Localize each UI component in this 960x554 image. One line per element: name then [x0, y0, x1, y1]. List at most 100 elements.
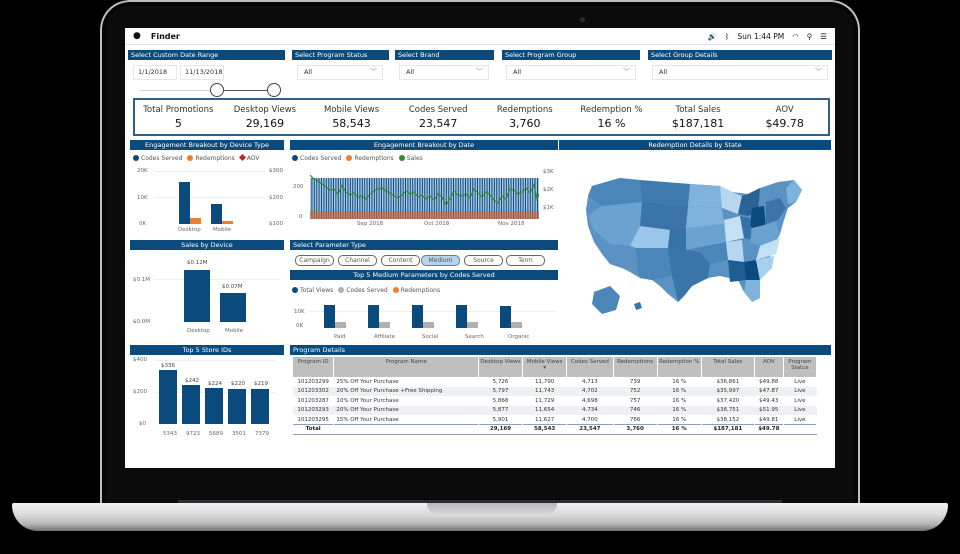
bar-store-9723[interactable]: [182, 385, 200, 424]
date-chart-legend: Codes Served Redemptions Sales: [292, 155, 423, 162]
bar-store-5343[interactable]: [159, 370, 177, 424]
legend-redemptions[interactable]: Redemptions: [392, 287, 440, 294]
medium-chart-plot: [308, 305, 556, 328]
table-row[interactable]: 101203295 15% Off Your Purchase 5,901 11,62…: [293, 415, 817, 425]
param-content-button[interactable]: Content: [381, 255, 420, 266]
col-mobile-views[interactable]: Mobile Views ▾: [522, 357, 568, 377]
param-source-button[interactable]: Source: [464, 255, 503, 266]
bluetooth-icon[interactable]: ᛒ: [724, 31, 730, 41]
bar-value-label: $224: [208, 381, 222, 387]
clock[interactable]: Sun 1:44 PM: [737, 31, 785, 41]
legend-redemptions[interactable]: Redemptions: [187, 155, 235, 162]
camera: [580, 17, 585, 22]
bar-organic-codes[interactable]: [511, 322, 522, 328]
col-redemptions[interactable]: Redemptions: [613, 357, 658, 377]
end-date-input[interactable]: 11/13/2018: [180, 65, 224, 80]
y2-axis-label: $200: [269, 195, 283, 201]
y-axis-label: 20K: [137, 168, 148, 174]
param-campaign-button[interactable]: Campaign: [295, 255, 334, 266]
laptop-base: [12, 503, 948, 531]
date-slider-start-handle[interactable]: [210, 83, 224, 97]
y-axis-label: $200: [133, 389, 147, 395]
table-total-row: Total 29,169 58,543 23,547 3,760 16 % $187,181…: [293, 424, 817, 435]
col-program-id[interactable]: Program ID: [293, 357, 335, 377]
x-axis-label: Desktop: [187, 328, 210, 334]
legend-sales[interactable]: Sales: [398, 155, 423, 162]
col-program-name[interactable]: Program Name: [333, 357, 479, 377]
bar-store-3501[interactable]: [228, 389, 246, 424]
medium-chart-legend: Total Views Codes Served Redemptions: [292, 287, 440, 294]
bar-affiliate-codes[interactable]: [379, 322, 390, 328]
kpi-mobile-views: Mobile Views 58,543: [323, 105, 380, 130]
y-axis-label: 200: [293, 184, 304, 190]
wifi-icon[interactable]: ◠: [792, 31, 799, 41]
table-row[interactable]: 101203293 20% Off Your Purchase 5,877 11,65…: [293, 405, 817, 415]
bar-desktop-redemptions[interactable]: [190, 218, 201, 224]
col-codes-served[interactable]: Codes Served: [566, 357, 614, 377]
param-medium-button[interactable]: Medium: [421, 255, 460, 266]
bar-store-7379[interactable]: [251, 389, 269, 424]
program-group-dropdown[interactable]: All ﹀: [506, 65, 636, 80]
x-axis-label: Organic: [508, 334, 530, 340]
notification-list-icon[interactable]: ☰: [820, 31, 827, 41]
kpi-total-sales: Total Sales $187,181: [671, 105, 725, 130]
x-axis-label: Mobile: [225, 328, 244, 334]
apple-menu-icon[interactable]: ●: [133, 31, 141, 41]
table-row[interactable]: 101203287 10% Off Your Purchase 5,868 11,72…: [293, 396, 817, 406]
bar-desktop-codes[interactable]: [179, 182, 190, 224]
y-axis-label: 0K: [139, 221, 147, 227]
legend-redemptions[interactable]: Redemptions: [346, 155, 394, 162]
bar-mobile-sales[interactable]: [220, 293, 246, 322]
y-axis-label: 0K: [296, 323, 304, 329]
start-date-input[interactable]: 1/1/2018: [133, 65, 177, 80]
bar-organic-views[interactable]: [500, 306, 511, 328]
bar-paid-views[interactable]: [324, 305, 335, 328]
col-desktop-views[interactable]: Desktop Views: [478, 357, 524, 377]
param-channel-button[interactable]: Channel: [338, 255, 377, 266]
legend-codes-served[interactable]: Codes Served: [292, 155, 341, 162]
table-row[interactable]: 101203299 25% Off Your Purchase 5,726 11,79…: [293, 377, 817, 387]
bar-paid-codes[interactable]: [335, 322, 346, 328]
bar-store-5689[interactable]: [205, 388, 223, 424]
bar-social-views[interactable]: [412, 305, 423, 328]
table-row[interactable]: 101203302 20% Off Your Purchase +Free Shi…: [293, 386, 817, 396]
col-aov[interactable]: AOV: [754, 357, 784, 377]
legend-codes-served[interactable]: Codes Served: [338, 287, 388, 294]
bar-affiliate-views[interactable]: [368, 305, 379, 328]
app-name[interactable]: Finder: [150, 31, 180, 41]
kpi-desktop-views: Desktop Views 29,169: [233, 105, 297, 130]
us-map[interactable]: [580, 168, 815, 328]
brand-dropdown[interactable]: All ﹀: [399, 65, 489, 80]
bar-search-views[interactable]: [456, 305, 467, 328]
sales-device-title: Sales by Device: [130, 240, 284, 250]
date-slider-range: [217, 90, 273, 91]
col-program-status[interactable]: Program Status: [783, 357, 818, 377]
device-chart-plot: [155, 171, 265, 224]
program-status-dropdown[interactable]: All ﹀: [297, 65, 383, 80]
bar-search-codes[interactable]: [467, 322, 478, 328]
y-axis-label: $0.0M: [133, 319, 150, 325]
y2-axis-label: $2K: [543, 187, 554, 193]
medium-chart-title: Top 5 Medium Parameters by Codes Served: [290, 270, 558, 280]
legend-aov[interactable]: AOV: [238, 153, 260, 162]
group-details-dropdown[interactable]: All ﹀: [652, 65, 828, 80]
volume-icon[interactable]: 🔊: [707, 31, 717, 41]
date-slider-end-handle[interactable]: [267, 83, 281, 97]
col-redemption-pct[interactable]: Redemption %: [657, 357, 702, 377]
legend-codes-served[interactable]: Codes Served: [133, 155, 182, 162]
x-axis-label: Affiliate: [374, 334, 396, 340]
bar-mobile-redemptions[interactable]: [222, 221, 233, 224]
bar-social-codes[interactable]: [423, 322, 434, 328]
date-chart-title: Engagement Breakout by Date: [290, 140, 558, 150]
bar-desktop-sales[interactable]: [184, 270, 210, 322]
x-axis-label: Social: [422, 334, 439, 340]
bar-mobile-codes[interactable]: [211, 204, 222, 224]
group-details-value: All: [659, 68, 668, 76]
search-icon[interactable]: ⚲: [806, 31, 813, 41]
y2-axis-label: $3K: [543, 169, 554, 175]
param-term-button[interactable]: Term: [506, 255, 545, 266]
bar-value-label: $219: [254, 381, 268, 387]
date-slider-track: [140, 90, 210, 91]
legend-total-views[interactable]: Total Views: [292, 287, 333, 294]
col-total-sales[interactable]: Total Sales: [701, 357, 755, 377]
